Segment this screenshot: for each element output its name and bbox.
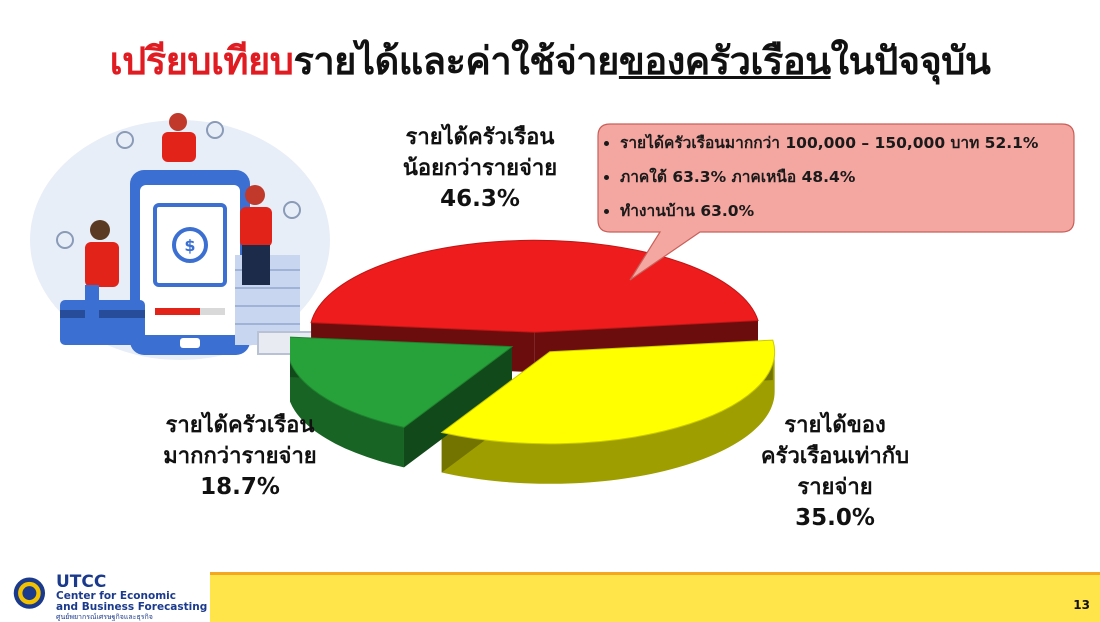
pie-chart (290, 239, 776, 484)
label-equal-percent: 35.0% (795, 505, 875, 531)
label-more-line2: มากกว่ารายจ่าย (163, 444, 317, 469)
pie-slice-wall (441, 351, 775, 484)
org-short-name: UTCC (56, 572, 107, 592)
footer-bar (210, 575, 1100, 622)
label-less-line1: รายได้ครัวเรือน (405, 125, 555, 150)
label-income-more-than-expense: รายได้ครัวเรือน มากกว่ารายจ่าย 18.7% (140, 410, 340, 503)
callout-item-2: ภาคใต้ 63.3% ภาคเหนือ 48.4% (620, 164, 1050, 189)
org-name-thai: ศูนย์พยากรณ์เศรษฐกิจและธุรกิจ (56, 613, 153, 621)
label-more-percent: 18.7% (200, 474, 280, 500)
title-part-household: ของครัวเรือน (618, 39, 831, 83)
pie-slice-more (290, 336, 514, 428)
label-equal-line1: รายได้ของ (784, 413, 886, 438)
title-part-current: ในปัจจุบัน (830, 39, 991, 83)
page-number: 13 (1073, 598, 1090, 612)
label-equal-line3: รายจ่าย (797, 475, 873, 500)
svg-text:$: $ (184, 236, 195, 255)
label-equal-line2: ครัวเรือนเท่ากับ (760, 444, 910, 469)
org-name-line2: and Business Forecasting (56, 601, 208, 613)
callout-item-3: ทำงานบ้าน 63.0% (620, 198, 1050, 223)
label-less-line2: น้อยกว่ารายจ่าย (402, 156, 558, 181)
page-title: เปรียบเทียบรายได้และค่าใช้จ่ายของครัวเรื… (0, 30, 1100, 91)
callout-item-1: รายได้ครัวเรือนมากกว่า 100,000 – 150,000… (620, 130, 1050, 155)
people-money-phone-illustration: $ (30, 113, 330, 360)
title-part-income-expense: รายได้และค่าใช้จ่าย (293, 39, 619, 83)
label-income-equal-expense: รายได้ของ ครัวเรือนเท่ากับ รายจ่าย 35.0% (745, 410, 925, 534)
org-logo-text: UTCC Center for Economic and Business Fo… (56, 574, 207, 622)
utcc-logo-icon (13, 577, 46, 609)
pie-slice-less (310, 239, 759, 333)
title-part-compare: เปรียบเทียบ (109, 39, 294, 83)
label-income-less-than-expense: รายได้ครัวเรือน น้อยกว่ารายจ่าย 46.3% (380, 122, 580, 215)
label-more-line1: รายได้ครัวเรือน (165, 413, 315, 438)
org-name-line1: Center for Economic (56, 590, 176, 602)
pie-slice-equal (440, 339, 776, 445)
pie-slice-wall (290, 361, 404, 468)
label-less-percent: 46.3% (440, 186, 520, 212)
callout-text: รายได้ครัวเรือนมากกว่า 100,000 – 150,000… (600, 130, 1050, 232)
